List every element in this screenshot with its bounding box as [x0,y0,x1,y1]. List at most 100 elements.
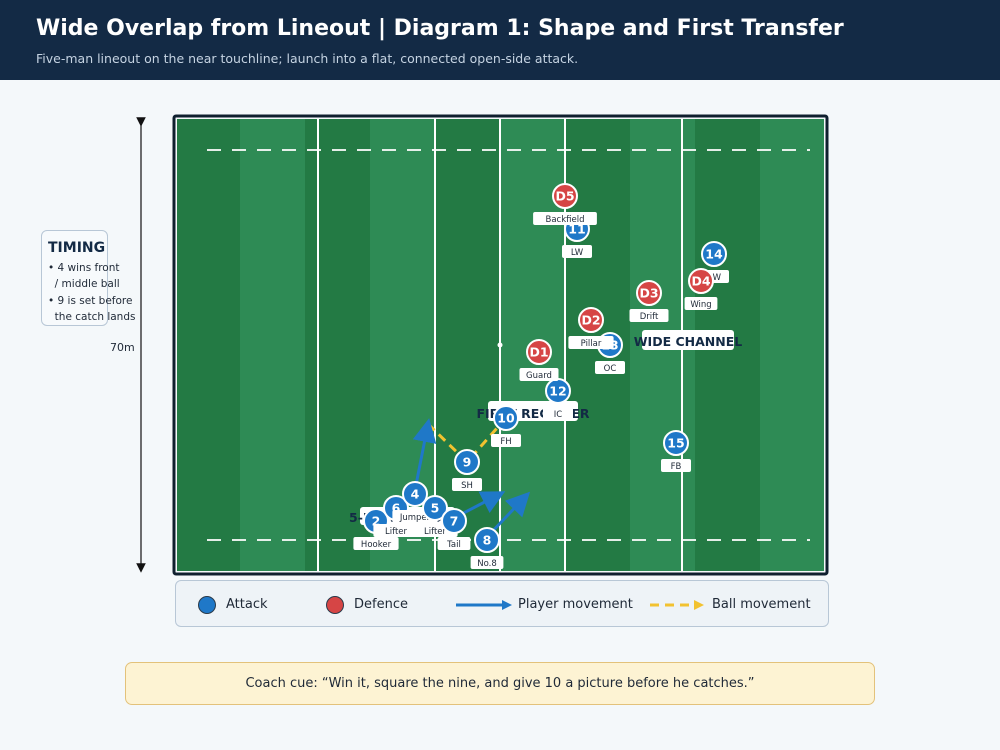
distance-label: 70m [110,341,135,354]
ball-pass-path [426,417,508,465]
player-label-bg [437,537,471,550]
legend-attack: Attack [198,581,268,628]
timing-title: TIMING [48,240,106,256]
player-role-label: IC [554,410,563,420]
player-number: 11 [568,222,585,237]
pitch-stripe [305,119,370,571]
player-role-label: Drift [640,312,659,322]
legend-ball-movement: Ball movement [650,581,811,628]
defence-player-d3: Drift D3 [629,280,669,322]
solid-arrow-icon [456,599,512,610]
player-marker [441,508,467,534]
pitch-border [172,114,829,576]
svg-text:WIDE CHANNEL: WIDE CHANNEL [634,334,742,349]
player-label-bg [373,524,419,537]
attack-player-10: FH 10 [491,405,521,447]
dashed-arrow-icon [650,599,704,610]
player-label-bg [684,297,718,310]
legend-ball-movement-label: Ball movement [712,597,811,612]
player-role-label: Jumper [399,513,431,523]
player-number: D1 [529,345,548,360]
attack-player-15: FB 15 [661,430,691,472]
player-number: D4 [691,274,710,289]
player-marker [474,527,500,553]
pitch-stripe [240,119,305,571]
player-number: 12 [549,384,566,399]
defence-player-d4: Wing D4 [684,268,718,310]
player-label-bg [491,434,521,447]
player-role-label: Lifter [385,527,408,537]
defence-dot-icon [326,595,344,614]
page-subtitle: Five-man lineout on the near touchline; … [36,51,579,66]
legend-defence: Defence [326,581,408,628]
player-marker [663,430,689,456]
legend-defence-label: Defence [354,597,408,612]
attack-player-6: Lifter 6 [373,495,419,537]
player-role-label: No.8 [477,559,497,569]
player-number: 6 [392,501,401,516]
player-role-label: Pillar [581,339,602,349]
wide-channel-label: WIDE CHANNEL [634,330,742,350]
player-marker [688,268,714,294]
player-label-bg [595,361,625,374]
player-label-bg [353,537,399,550]
player-label-bg [562,245,592,258]
player-number: D5 [555,189,574,204]
timing-box: TIMING • 4 wins front / middle ball • 9 … [41,230,135,326]
player-label-bg [452,478,482,491]
player-number: 8 [483,533,492,548]
player-role-label: Guard [526,371,552,381]
player-marker [578,307,604,333]
legend-player-movement: Player movement [456,581,633,628]
player-number: D2 [581,313,600,328]
player-number: 5 [431,501,440,516]
player-marker [454,449,480,475]
page-title: Wide Overlap from Lineout | Diagram 1: S… [36,16,844,41]
player-label-bg [629,309,669,322]
player-marker [701,241,727,267]
jumper-lift-arrow [412,418,437,491]
player-role-label: Wing [690,300,711,310]
legend-player-movement-label: Player movement [518,597,633,612]
attack-player-12: IC 12 [543,378,573,420]
defence-player-d1: Guard D1 [519,339,559,381]
attack-player-7: Tail 7 [437,508,471,550]
player-marker [636,280,662,306]
centre-spot [497,342,503,348]
player-number: 7 [450,514,459,529]
attack-player-9: SH 9 [452,449,482,491]
coach-cue: Coach cue: “Win it, square the nine, and… [125,662,875,705]
player-number: 14 [705,247,723,262]
attack-dot-icon [198,595,216,614]
pitch-stripe [177,119,240,571]
legend-attack-label: Attack [226,597,268,612]
player-number: 4 [411,487,420,502]
player-role-label: SH [461,481,473,491]
player-role-label: FH [500,437,511,447]
player-number: 10 [497,411,515,426]
player-number: D3 [639,286,658,301]
player-role-label: FB [671,462,682,472]
player-number: 15 [667,436,684,451]
defence-player-d2: Pillar D2 [568,307,614,349]
pitch-lines [207,119,810,571]
defence-player-d5: Backfield D5 [533,183,597,225]
player-label-bg [661,459,691,472]
player-marker [526,339,552,365]
player-marker [402,481,428,507]
attack-player-8: No.8 8 [470,527,504,569]
player-number: 9 [463,455,472,470]
player-label-bg [533,212,597,225]
player-role-label: RW [707,273,722,283]
player-role-label: Hooker [361,540,392,550]
player-role-label: Lifter [424,527,447,537]
player-marker [552,183,578,209]
player-role-label: OC [604,364,617,374]
player-number: 2 [372,514,381,529]
player-label-bg [519,368,559,381]
player-role-label: LW [571,248,584,258]
player-marker [493,405,519,431]
pitch-stripe [760,119,824,571]
